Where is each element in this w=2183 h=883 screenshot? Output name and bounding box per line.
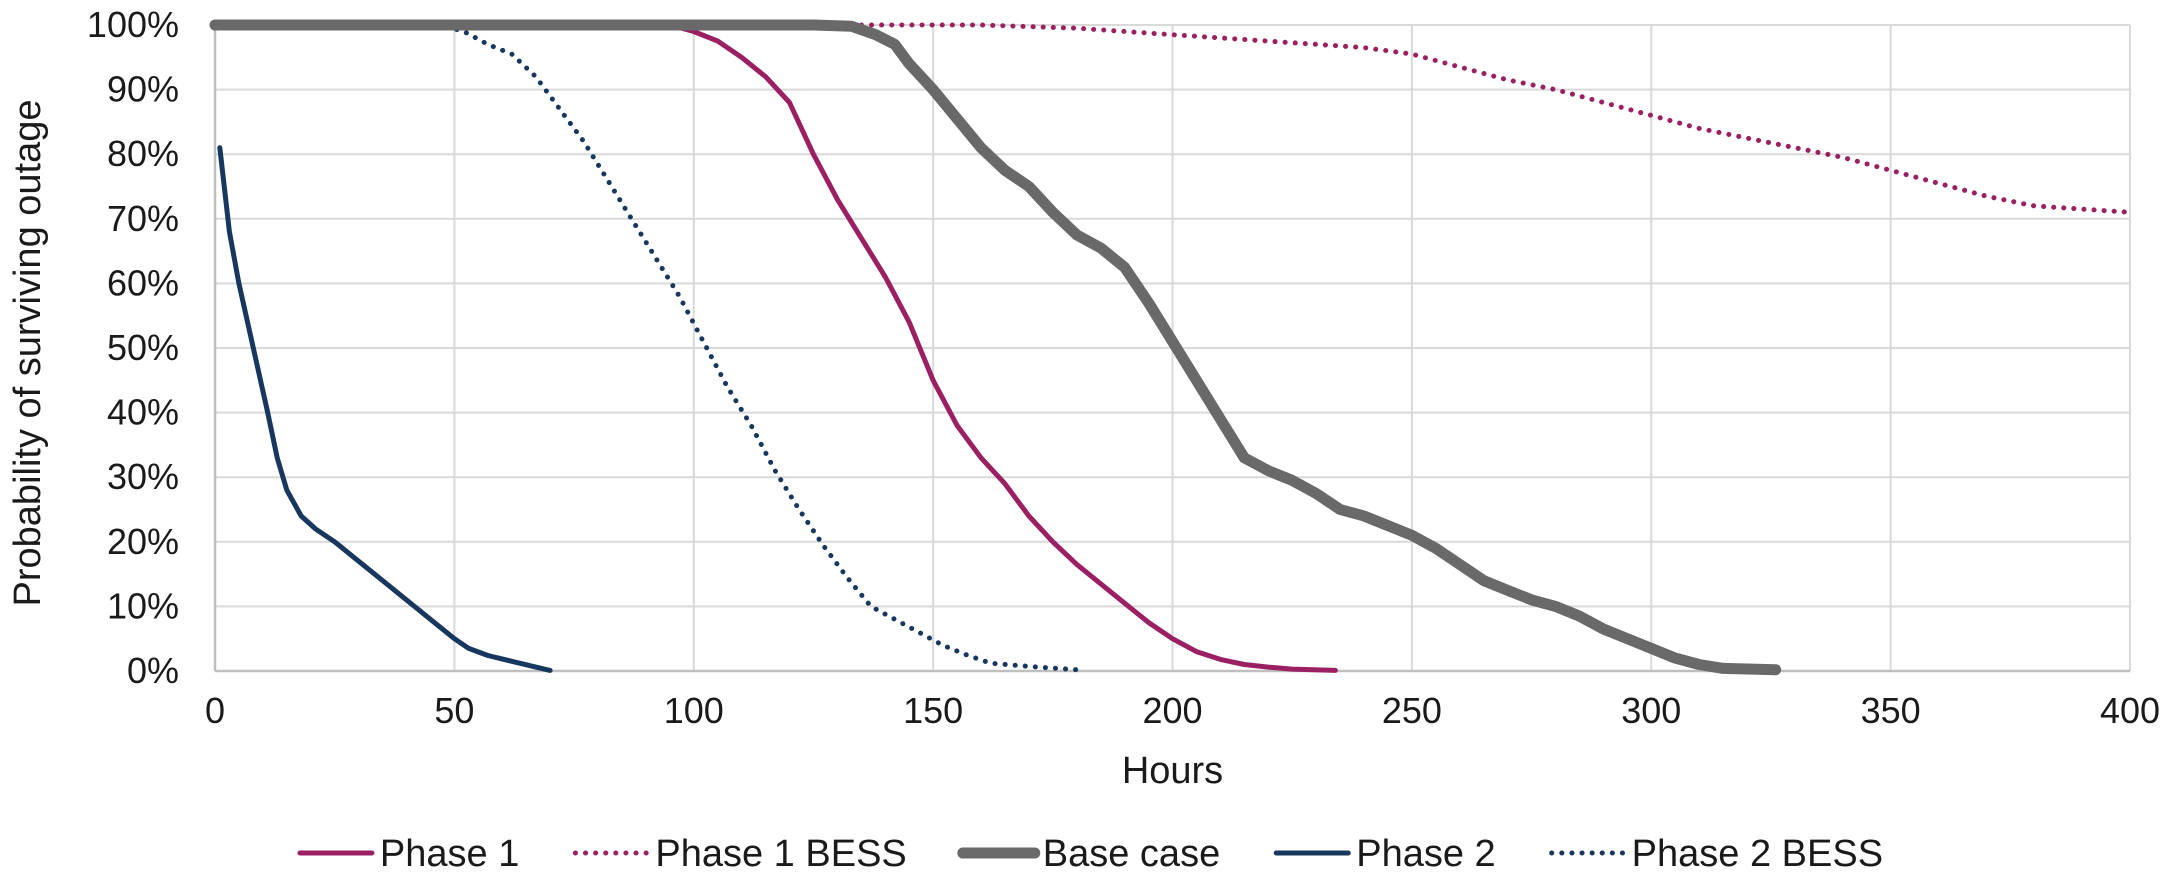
x-tick-label: 150: [903, 690, 963, 731]
y-tick-label: 100%: [87, 4, 179, 45]
y-tick-label: 20%: [107, 521, 179, 562]
legend-label: Phase 2 BESS: [1632, 833, 1883, 875]
x-tick-label: 250: [1382, 690, 1442, 731]
x-tick-label: 100: [664, 690, 724, 731]
x-tick-label: 200: [1142, 690, 1202, 731]
legend-label: Phase 2: [1356, 833, 1495, 875]
y-axis-title: Probability of surviving outage: [7, 100, 49, 607]
legend-label: Phase 1: [380, 833, 519, 875]
series-line-phase-2: [217, 145, 553, 673]
legend-label: Base case: [1043, 833, 1220, 875]
x-tick-label: 0: [205, 690, 225, 731]
series-line-phase-2-bess: [212, 22, 1080, 673]
x-tick-label: 300: [1621, 690, 1681, 731]
y-tick-label: 0%: [127, 650, 179, 691]
y-tick-label: 30%: [107, 456, 179, 497]
y-tick-label: 10%: [107, 585, 179, 626]
y-tick-label: 70%: [107, 198, 179, 239]
x-tick-label: 50: [434, 690, 474, 731]
series-line-phase-1: [212, 22, 1338, 673]
y-tick-label: 60%: [107, 262, 179, 303]
x-tick-label: 400: [2100, 690, 2160, 731]
x-tick-label: 350: [1861, 690, 1921, 731]
series-lines: [209, 19, 2133, 676]
series-line-base-case: [209, 19, 1782, 676]
y-tick-label: 90%: [107, 69, 179, 110]
legend: Phase 1 Phase 1 BESS Base case Phase 2 Phase…: [297, 833, 1883, 875]
tick-labels: 0% 10% 20% 30% 40% 50% 60% 70% 80% 90% 100% 0 50 100 1…: [87, 4, 2160, 731]
legend-label: Phase 1 BESS: [655, 833, 906, 875]
y-tick-label: 50%: [107, 327, 179, 368]
axes: [213, 25, 2130, 673]
y-tick-label: 80%: [107, 133, 179, 174]
x-axis-title: Hours: [1122, 750, 1223, 792]
series-line-phase-1-bess: [212, 22, 2133, 215]
y-tick-label: 40%: [107, 392, 179, 433]
